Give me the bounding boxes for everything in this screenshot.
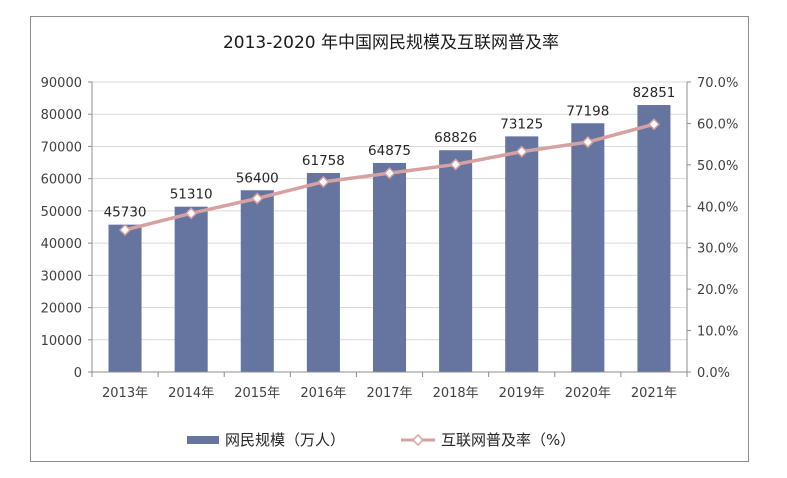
line-point (317, 175, 330, 188)
bar-data-label: 56400 (236, 170, 279, 186)
x-tick-label: 2013年 (102, 386, 148, 401)
y-left-tick-label: 40000 (41, 237, 82, 252)
x-tick-label: 2018年 (433, 386, 479, 401)
chart-title: 2013-2020 年中国网民规模及互联网普及率 (223, 33, 559, 53)
y-right-tick-label: 40.0% (697, 200, 738, 215)
bar-data-label: 77198 (566, 103, 609, 119)
line-point (185, 207, 198, 220)
legend-bar-label: 网民规模（万人） (225, 431, 345, 449)
y-left-tick-label: 0 (74, 366, 82, 381)
bar (174, 206, 208, 372)
bar (439, 150, 473, 372)
line-point (383, 167, 396, 180)
bar (108, 224, 142, 372)
chart-frame: 2013-2020 年中国网民规模及互联网普及率 45730 51310 56400… (30, 16, 749, 462)
line-series (118, 118, 661, 236)
legend-line-label: 互联网普及率（%） (441, 431, 575, 449)
x-tick-label: 2016年 (300, 386, 346, 401)
line-point (251, 192, 264, 205)
bar (637, 105, 671, 372)
bar (505, 136, 539, 372)
legend-bar-swatch (187, 436, 219, 444)
bar-data-label: 64875 (368, 143, 411, 159)
line-point (515, 145, 528, 158)
legend-diamond-marker (411, 433, 425, 447)
x-tick-label: 2017年 (366, 386, 412, 401)
y-left-tick-label: 20000 (41, 302, 82, 317)
y-left-tick-label: 60000 (41, 173, 82, 188)
x-tick-label: 2019年 (499, 386, 545, 401)
legend: 网民规模（万人） 互联网普及率（%） (187, 431, 575, 449)
bar (306, 173, 340, 372)
x-tick-label: 2021年 (631, 386, 677, 401)
y-right-tick-label: 60.0% (697, 117, 738, 132)
line-point (118, 223, 132, 236)
y-right-tick-label: 10.0% (697, 325, 738, 340)
y-left-tick-label: 70000 (41, 140, 82, 155)
bar (571, 123, 605, 372)
line-point (581, 136, 594, 149)
bar (372, 162, 407, 372)
bar-data-label: 51310 (170, 187, 213, 203)
bar-data-label: 68826 (434, 130, 477, 146)
bar-series (108, 105, 671, 372)
y-left-tick-label: 30000 (41, 269, 82, 284)
y-left-tick-label: 90000 (41, 76, 82, 91)
line-point (449, 158, 462, 171)
y-left-tick-label: 50000 (41, 205, 82, 220)
x-tick-label: 2015年 (234, 386, 280, 401)
bar-data-label: 61758 (302, 153, 345, 169)
y-right-tick-label: 70.0% (697, 76, 738, 91)
y-right-tick-label: 0.0% (697, 366, 730, 381)
bar-data-label: 73125 (500, 116, 543, 132)
bar-data-label: 45730 (104, 205, 147, 221)
x-tick-label: 2020年 (565, 386, 611, 401)
y-left-tick-label: 80000 (41, 108, 82, 123)
bar-data-label: 82851 (632, 85, 675, 101)
y-right-tick-label: 20.0% (697, 283, 738, 298)
y-right-tick-label: 50.0% (697, 159, 738, 174)
x-tick-label: 2014年 (168, 386, 214, 401)
line-point (647, 118, 661, 131)
y-left-tick-label: 10000 (41, 334, 82, 349)
y-right-tick-label: 30.0% (697, 242, 738, 257)
combo-chart: 2013-2020 年中国网民规模及互联网普及率 45730 51310 56400… (41, 33, 739, 449)
axes: 0 10000 20000 30000 40000 50000 60000 70000 8000… (41, 76, 739, 401)
bar (240, 190, 274, 372)
data-labels: 45730 51310 56400 61758 64875 68826 73125 77198… (104, 85, 676, 221)
